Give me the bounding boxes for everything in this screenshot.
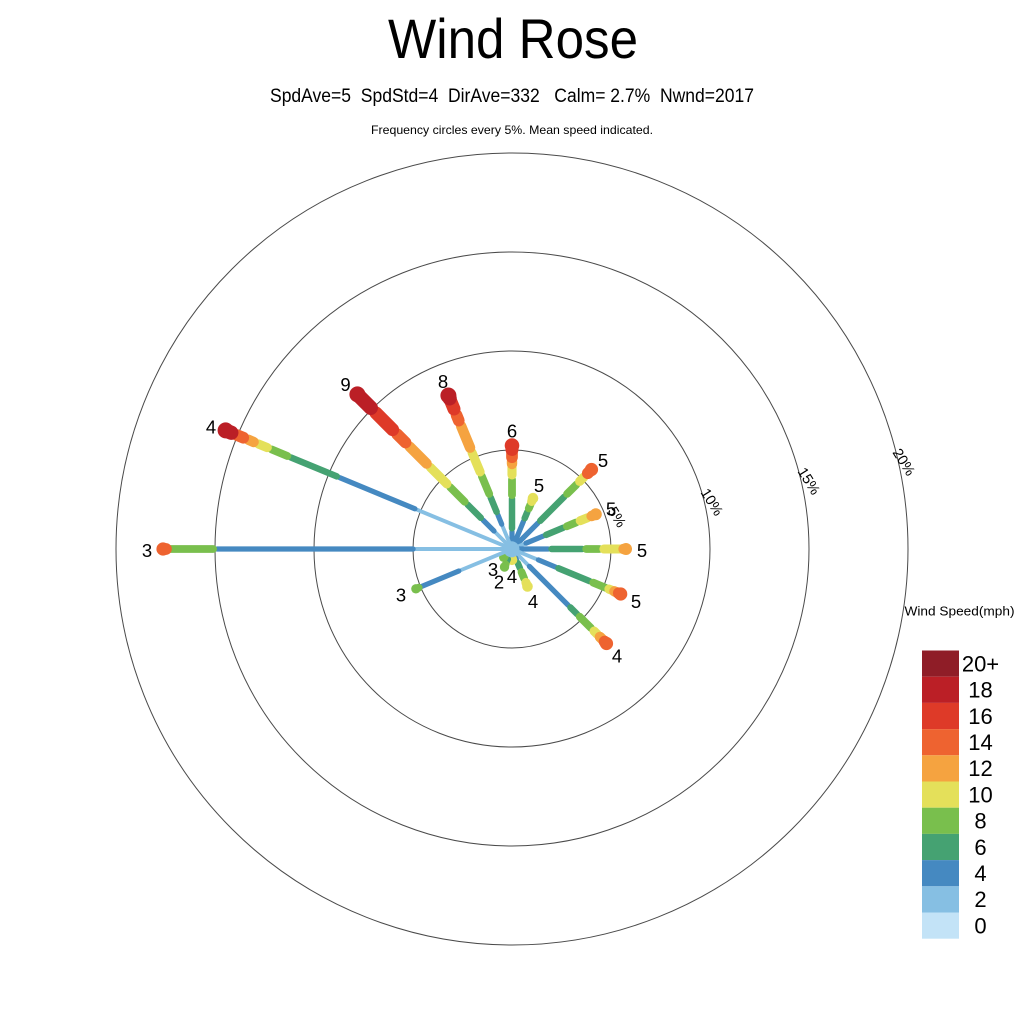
svg-text:10: 10 [968, 782, 992, 807]
svg-text:4: 4 [974, 861, 986, 886]
svg-text:4: 4 [507, 566, 517, 587]
svg-text:3: 3 [396, 584, 406, 605]
svg-text:18: 18 [968, 678, 992, 703]
svg-text:SpdAve=5 SpdStd=4 DirAve=332: SpdAve=5 SpdStd=4 DirAve=332 Calm= 2.7% … [270, 85, 754, 107]
svg-text:8: 8 [974, 809, 986, 834]
svg-text:5: 5 [631, 591, 641, 612]
svg-text:2: 2 [974, 887, 986, 912]
svg-text:5: 5 [534, 475, 544, 496]
svg-text:3: 3 [488, 559, 498, 580]
svg-text:5: 5 [637, 540, 647, 561]
svg-text:4: 4 [206, 416, 216, 437]
svg-text:4: 4 [528, 591, 538, 612]
svg-text:14: 14 [968, 730, 992, 755]
svg-text:2: 2 [494, 571, 504, 592]
svg-text:Wind Rose: Wind Rose [388, 7, 638, 70]
svg-text:6: 6 [507, 420, 517, 441]
svg-text:16: 16 [968, 704, 992, 729]
svg-text:Frequency circles every 5%. Me: Frequency circles every 5%. Mean speed i… [371, 123, 653, 137]
svg-text:0: 0 [974, 913, 986, 938]
svg-text:5: 5 [606, 498, 616, 519]
svg-text:9: 9 [340, 374, 350, 395]
svg-text:5: 5 [598, 450, 608, 471]
svg-text:8: 8 [438, 371, 448, 392]
svg-text:Wind Speed(mph): Wind Speed(mph) [905, 604, 1015, 619]
svg-text:3: 3 [142, 540, 152, 561]
svg-text:6: 6 [974, 835, 986, 860]
svg-text:12: 12 [968, 756, 992, 781]
svg-text:20+: 20+ [962, 651, 999, 676]
svg-text:4: 4 [612, 645, 622, 666]
